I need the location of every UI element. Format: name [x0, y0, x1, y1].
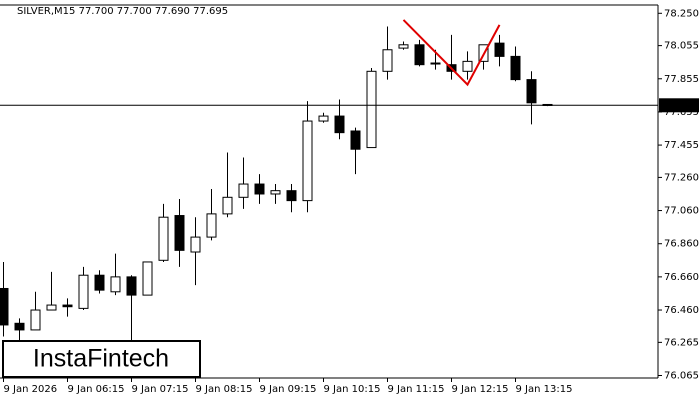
y-tick-label: 77.260: [664, 172, 699, 183]
candle-body: [94, 274, 105, 291]
candle-body: [270, 190, 281, 195]
candle-body: [414, 44, 425, 66]
y-tick-label: 77.855: [664, 74, 699, 85]
chart-title: SILVER,M15 77.700 77.700 77.690 77.695: [17, 6, 228, 17]
candle-body: [430, 62, 441, 65]
y-tick-label: 77.455: [664, 140, 699, 151]
candle-body: [206, 213, 217, 238]
candle-body: [318, 115, 329, 122]
y-tick-label: 78.055: [664, 41, 699, 52]
candle-body: [142, 261, 153, 296]
candle-body: [0, 287, 9, 326]
y-tick-label: 77.655: [664, 107, 699, 118]
y-tick-label: 78.250: [664, 8, 699, 19]
candle-body: [398, 44, 409, 49]
candle-body: [78, 274, 89, 309]
current-price-box: [659, 98, 699, 113]
candle-body: [14, 322, 25, 331]
candle-body: [254, 183, 265, 195]
candle-body: [350, 130, 361, 150]
candle-body: [30, 309, 41, 331]
x-tick-label: 9 Jan 11:15: [388, 384, 445, 395]
y-tick-label: 76.265: [664, 337, 699, 348]
candle-body: [366, 70, 377, 149]
candle-body: [462, 60, 473, 72]
candle-body: [174, 215, 185, 251]
candle-body: [222, 196, 233, 215]
x-tick-label: 9 Jan 09:15: [260, 384, 317, 395]
candle-body: [526, 79, 537, 104]
x-tick-label: 9 Jan 13:15: [516, 384, 573, 395]
candle-body: [334, 115, 345, 134]
logo: InstaFintech: [33, 345, 169, 373]
x-tick-label: 9 Jan 06:15: [68, 384, 125, 395]
logo-box: [2, 340, 201, 378]
candle-body: [46, 304, 57, 311]
y-tick-label: 76.460: [664, 305, 699, 316]
y-tick-label: 77.060: [664, 206, 699, 217]
y-tick-label: 76.860: [664, 239, 699, 250]
candle-body: [302, 120, 313, 202]
x-tick-label: 9 Jan 2026: [4, 384, 58, 395]
candle-body: [238, 183, 249, 198]
current-price-label: 77.695: [663, 100, 698, 111]
x-tick-label: 9 Jan 10:15: [324, 384, 381, 395]
candle-body: [126, 276, 137, 296]
x-tick-label: 9 Jan 07:15: [132, 384, 189, 395]
candle-body: [286, 190, 297, 202]
candle-body: [110, 276, 121, 293]
pattern-line: [402, 19, 501, 87]
x-tick-label: 9 Jan 12:15: [452, 384, 509, 395]
x-tick-label: 9 Jan 08:15: [196, 384, 253, 395]
candle-body: [62, 304, 73, 308]
candle-body: [382, 49, 393, 72]
y-tick-label: 76.660: [664, 272, 699, 283]
candle-body: [494, 42, 505, 57]
candle-body: [190, 236, 201, 253]
candle-body: [510, 55, 521, 81]
y-tick-label: 76.065: [664, 371, 699, 382]
candle-body: [158, 216, 169, 261]
